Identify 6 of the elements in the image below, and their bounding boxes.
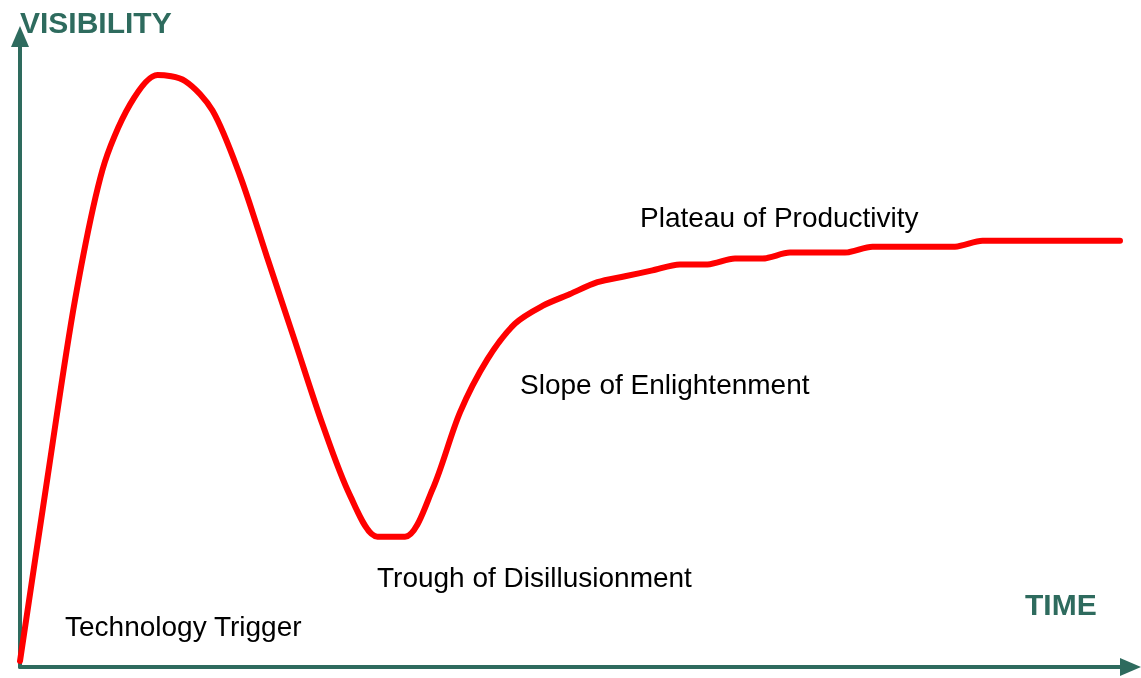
x-axis-title: TIME bbox=[1025, 587, 1097, 621]
annotation: Plateau of Productivity bbox=[640, 201, 919, 233]
annotation: Technology Trigger bbox=[65, 610, 302, 642]
y-axis-title: VISIBILITY bbox=[20, 5, 172, 39]
annotation: Trough of Disillusionment bbox=[377, 561, 693, 593]
annotation: Slope of Enlightenment bbox=[520, 368, 810, 400]
